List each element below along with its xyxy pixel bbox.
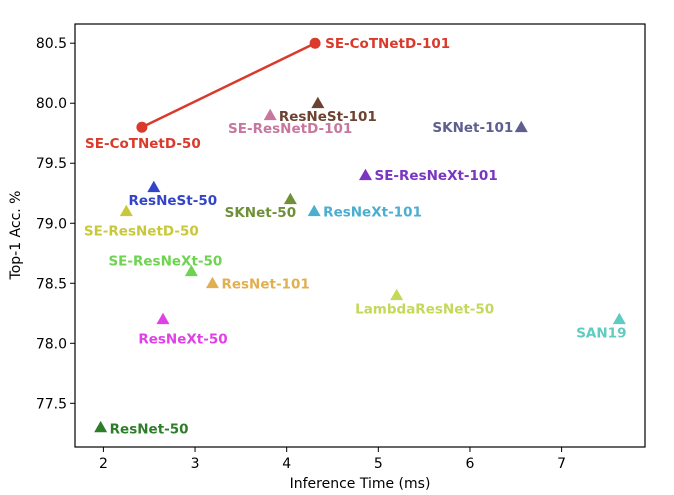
y-tick-label: 79.0 [36, 216, 67, 232]
plot-frame [74, 23, 646, 448]
x-tick-label: 6 [466, 456, 475, 472]
point-label: SE-ResNetD-50 [84, 223, 199, 239]
point-se-resnetd-101 [263, 108, 277, 121]
point-resnet-50 [94, 420, 108, 433]
y-tick-label: 80.0 [36, 96, 67, 112]
point-label: SE-CoTNetD-101 [325, 36, 450, 52]
point-label: ResNeSt-50 [129, 193, 218, 209]
x-axis: 2 3 4 5 6 7 [99, 447, 566, 472]
x-tick-label: 2 [99, 456, 108, 472]
point-label: ResNet-50 [110, 421, 189, 437]
point-resnet-101 [205, 276, 219, 289]
y-tick-label: 79.5 [36, 156, 67, 172]
chart-marks: SE-CoTNetD-101SE-CoTNetD-50ResNeSt-101SE… [84, 36, 627, 437]
point-se-cotnetd-101 [309, 37, 321, 49]
x-tick-label: 7 [557, 456, 566, 472]
point-label: SAN19 [576, 325, 626, 341]
point-se-resnext-101 [358, 168, 372, 181]
point-se-resnetd-50 [119, 204, 133, 217]
x-tick-label: 5 [374, 456, 383, 472]
point-label: ResNet-101 [221, 276, 309, 292]
point-resnest-101 [311, 96, 325, 109]
y-tick-label: 78.0 [36, 336, 67, 352]
point-label: SE-ResNetD-101 [228, 121, 352, 137]
series-line [141, 42, 316, 129]
point-label: SE-ResNeXt-101 [374, 168, 497, 184]
point-label: SE-ResNeXt-50 [108, 253, 222, 269]
point-label: SKNet-101 [432, 120, 513, 136]
point-lambdaresnet-50 [390, 288, 404, 301]
point-se-resnext-50 [184, 264, 198, 277]
point-label: ResNeXt-101 [323, 204, 422, 220]
point-label: SE-CoTNetD-50 [85, 136, 201, 152]
y-axis: 77.5 78.0 78.5 79.0 79.5 80.0 80.5 [36, 36, 75, 412]
x-axis-label: Inference Time (ms) [290, 476, 431, 492]
point-resnest-50 [147, 180, 161, 193]
point-label: LambdaResNet-50 [355, 301, 494, 317]
point-label: ResNeSt-101 [279, 109, 377, 125]
point-sknet-101 [514, 120, 528, 133]
point-sknet-50 [283, 192, 297, 205]
y-tick-label: 80.5 [36, 36, 67, 52]
point-resnext-50 [156, 312, 170, 325]
point-san19 [612, 312, 626, 325]
y-axis-label: Top-1 Acc. % [8, 191, 24, 281]
point-resnext-101 [307, 204, 321, 217]
y-tick-label: 78.5 [36, 276, 67, 292]
y-tick-label: 77.5 [36, 396, 67, 412]
x-tick-label: 3 [191, 456, 200, 472]
point-label: ResNeXt-50 [138, 331, 227, 347]
point-label: SKNet-50 [225, 205, 296, 221]
x-tick-label: 4 [282, 456, 291, 472]
point-se-cotnetd-50 [136, 121, 148, 133]
